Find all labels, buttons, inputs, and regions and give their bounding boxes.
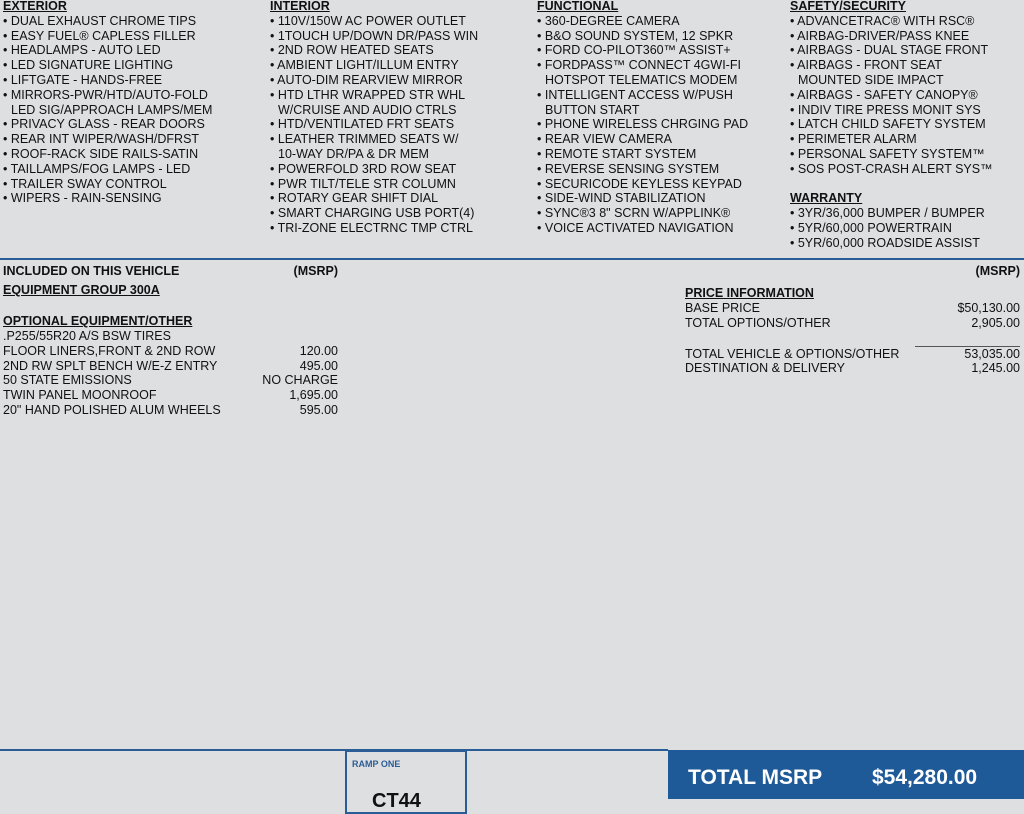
price-label: BASE PRICE — [685, 301, 761, 315]
feature-item: TAILLAMPS/FOG LAMPS - LED — [3, 162, 191, 177]
feature-item: 10-WAY DR/PA & DR MEM — [278, 147, 429, 161]
section-heading: FUNCTIONAL — [537, 0, 619, 13]
feature-item: MOUNTED SIDE IMPACT — [798, 73, 944, 87]
feature-item: AIRBAGS - SAFETY CANOPY® — [790, 88, 978, 103]
option-name: TWIN PANEL MOONROOF — [3, 388, 157, 403]
section-heading: SAFETY/SECURITY — [790, 0, 906, 13]
option-price: 495.00 — [299, 358, 338, 373]
option-name: FLOOR LINERS,FRONT & 2ND ROW — [3, 343, 216, 358]
feature-item: LED SIG/APPROACH LAMPS/MEM — [11, 102, 213, 117]
feature-item: 5YR/60,000 ROADSIDE ASSIST — [790, 236, 980, 251]
feature-item: LED SIGNATURE LIGHTING — [3, 58, 173, 73]
feature-item: ADVANCETRAC® WITH RSC® — [790, 14, 974, 29]
feature-item: LIFTGATE - HANDS-FREE — [3, 73, 162, 88]
feature-item: W/CRUISE AND AUDIO CTRLS — [278, 102, 457, 117]
feature-item: AIRBAG-DRIVER/PASS KNEE — [790, 29, 969, 44]
included-heading: INCLUDED ON THIS VEHICLE — [3, 264, 180, 278]
option-price: 595.00 — [299, 403, 338, 417]
feature-item: PERSONAL SAFETY SYSTEM™ — [790, 147, 985, 162]
section-heading: EXTERIOR — [3, 0, 67, 13]
feature-item: BUTTON START — [545, 102, 640, 117]
feature-item: PHONE WIRELESS CHRGING PAD — [537, 117, 748, 132]
total-value: $54,280.00 — [872, 766, 978, 789]
feature-item: ROOF-RACK SIDE RAILS-SATIN — [3, 147, 198, 162]
feature-item: PERIMETER ALARM — [790, 132, 917, 147]
price-value: 2,905.00 — [971, 316, 1020, 330]
feature-item: ROTARY GEAR SHIFT DIAL — [270, 191, 438, 206]
section-heading: WARRANTY — [790, 191, 863, 206]
feature-item: TRI-ZONE ELECTRNC TMP CTRL — [270, 221, 473, 236]
feature-item: INDIV TIRE PRESS MONIT SYS — [790, 103, 981, 118]
feature-item: SOS POST-CRASH ALERT SYS™ — [790, 162, 993, 177]
price-label: DESTINATION & DELIVERY — [685, 361, 845, 375]
option-price: 1,695.00 — [289, 388, 338, 403]
feature-item: REMOTE START SYSTEM — [537, 147, 696, 162]
ramp-code: CT44 — [372, 790, 421, 812]
divider — [0, 258, 1024, 260]
feature-item: DUAL EXHAUST CHROME TIPS — [3, 14, 196, 29]
option-name: 50 STATE EMISSIONS — [3, 373, 132, 388]
feature-item: PWR TILT/TELE STR COLUMN — [270, 177, 456, 192]
feature-item: LEATHER TRIMMED SEATS W/ — [270, 132, 459, 147]
price-heading: PRICE INFORMATION — [685, 286, 814, 300]
feature-item: AMBIENT LIGHT/ILLUM ENTRY — [270, 58, 459, 73]
feature-item: HTD LTHR WRAPPED STR WHL — [270, 88, 465, 103]
feature-item: TRAILER SWAY CONTROL — [3, 177, 167, 192]
feature-item: AUTO-DIM REARVIEW MIRROR — [270, 73, 463, 88]
feature-item: AIRBAGS - DUAL STAGE FRONT — [790, 43, 988, 58]
feature-item: HOTSPOT TELEMATICS MODEM — [545, 73, 738, 87]
ramp-box: RAMP ONE CT44 — [345, 750, 467, 814]
feature-item: B&O SOUND SYSTEM, 12 SPKR — [537, 29, 733, 44]
feature-item: SECURICODE KEYLESS KEYPAD — [537, 177, 742, 192]
total-box: TOTAL MSRP $54,280.00 — [668, 750, 1024, 799]
feature-item: 110V/150W AC POWER OUTLET — [270, 14, 466, 29]
feature-item: WIPERS - RAIN-SENSING — [3, 191, 162, 206]
feature-item: REVERSE SENSING SYSTEM — [537, 162, 719, 177]
feature-item: SMART CHARGING USB PORT(4) — [270, 206, 475, 221]
feature-item: VOICE ACTIVATED NAVIGATION — [537, 221, 734, 236]
feature-item: 2ND ROW HEATED SEATS — [270, 43, 434, 58]
feature-item: HEADLAMPS - AUTO LED — [3, 43, 161, 58]
feature-item: FORD CO-PILOT360™ ASSIST+ — [537, 43, 731, 58]
optional-heading: OPTIONAL EQUIPMENT/OTHER — [3, 314, 193, 328]
footer-line — [0, 749, 668, 751]
feature-item: REAR INT WIPER/WASH/DFRST — [3, 132, 199, 147]
feature-item: 3YR/36,000 BUMPER / BUMPER — [790, 206, 985, 221]
option-price: 120.00 — [299, 343, 338, 358]
option-name: 20" HAND POLISHED ALUM WHEELS — [3, 403, 221, 417]
group-heading: EQUIPMENT GROUP 300A — [3, 283, 160, 297]
feature-item: 5YR/60,000 POWERTRAIN — [790, 221, 952, 236]
feature-item: MIRRORS-PWR/HTD/AUTO-FOLD — [3, 88, 208, 103]
price-rule — [915, 346, 1020, 347]
feature-item: LATCH CHILD SAFETY SYSTEM — [790, 117, 986, 132]
msrp-label: (MSRP) — [975, 264, 1020, 278]
price-value: 53,035.00 — [964, 347, 1020, 361]
price-value: $50,130.00 — [957, 301, 1020, 315]
msrp-label: (MSRP) — [293, 264, 338, 278]
price-label: TOTAL VEHICLE & OPTIONS/OTHER — [685, 347, 900, 361]
feature-item: SIDE-WIND STABILIZATION — [537, 191, 706, 206]
section-heading: INTERIOR — [270, 0, 330, 13]
option-price: NO CHARGE — [262, 373, 338, 388]
option-name: .P255/55R20 A/S BSW TIRES — [3, 329, 171, 343]
price-value: 1,245.00 — [971, 361, 1020, 375]
feature-item: EASY FUEL® CAPLESS FILLER — [3, 29, 196, 44]
feature-item: POWERFOLD 3RD ROW SEAT — [270, 162, 456, 177]
option-name: 2ND RW SPLT BENCH W/E-Z ENTRY — [3, 358, 218, 373]
feature-item: 360-DEGREE CAMERA — [537, 14, 680, 29]
feature-item: REAR VIEW CAMERA — [537, 132, 672, 147]
feature-item: SYNC®3 8" SCRN W/APPLINK® — [537, 206, 730, 221]
ramp-label: RAMP ONE — [352, 759, 401, 769]
price-label: TOTAL OPTIONS/OTHER — [685, 316, 831, 330]
feature-item: INTELLIGENT ACCESS W/PUSH — [537, 88, 733, 103]
total-label: TOTAL MSRP — [688, 766, 823, 789]
feature-item: PRIVACY GLASS - REAR DOORS — [3, 117, 205, 132]
feature-item: 1TOUCH UP/DOWN DR/PASS WIN — [270, 29, 478, 44]
feature-item: AIRBAGS - FRONT SEAT — [790, 58, 942, 73]
feature-item: FORDPASS™ CONNECT 4GWI-FI — [537, 58, 741, 73]
feature-item: HTD/VENTILATED FRT SEATS — [270, 117, 454, 132]
